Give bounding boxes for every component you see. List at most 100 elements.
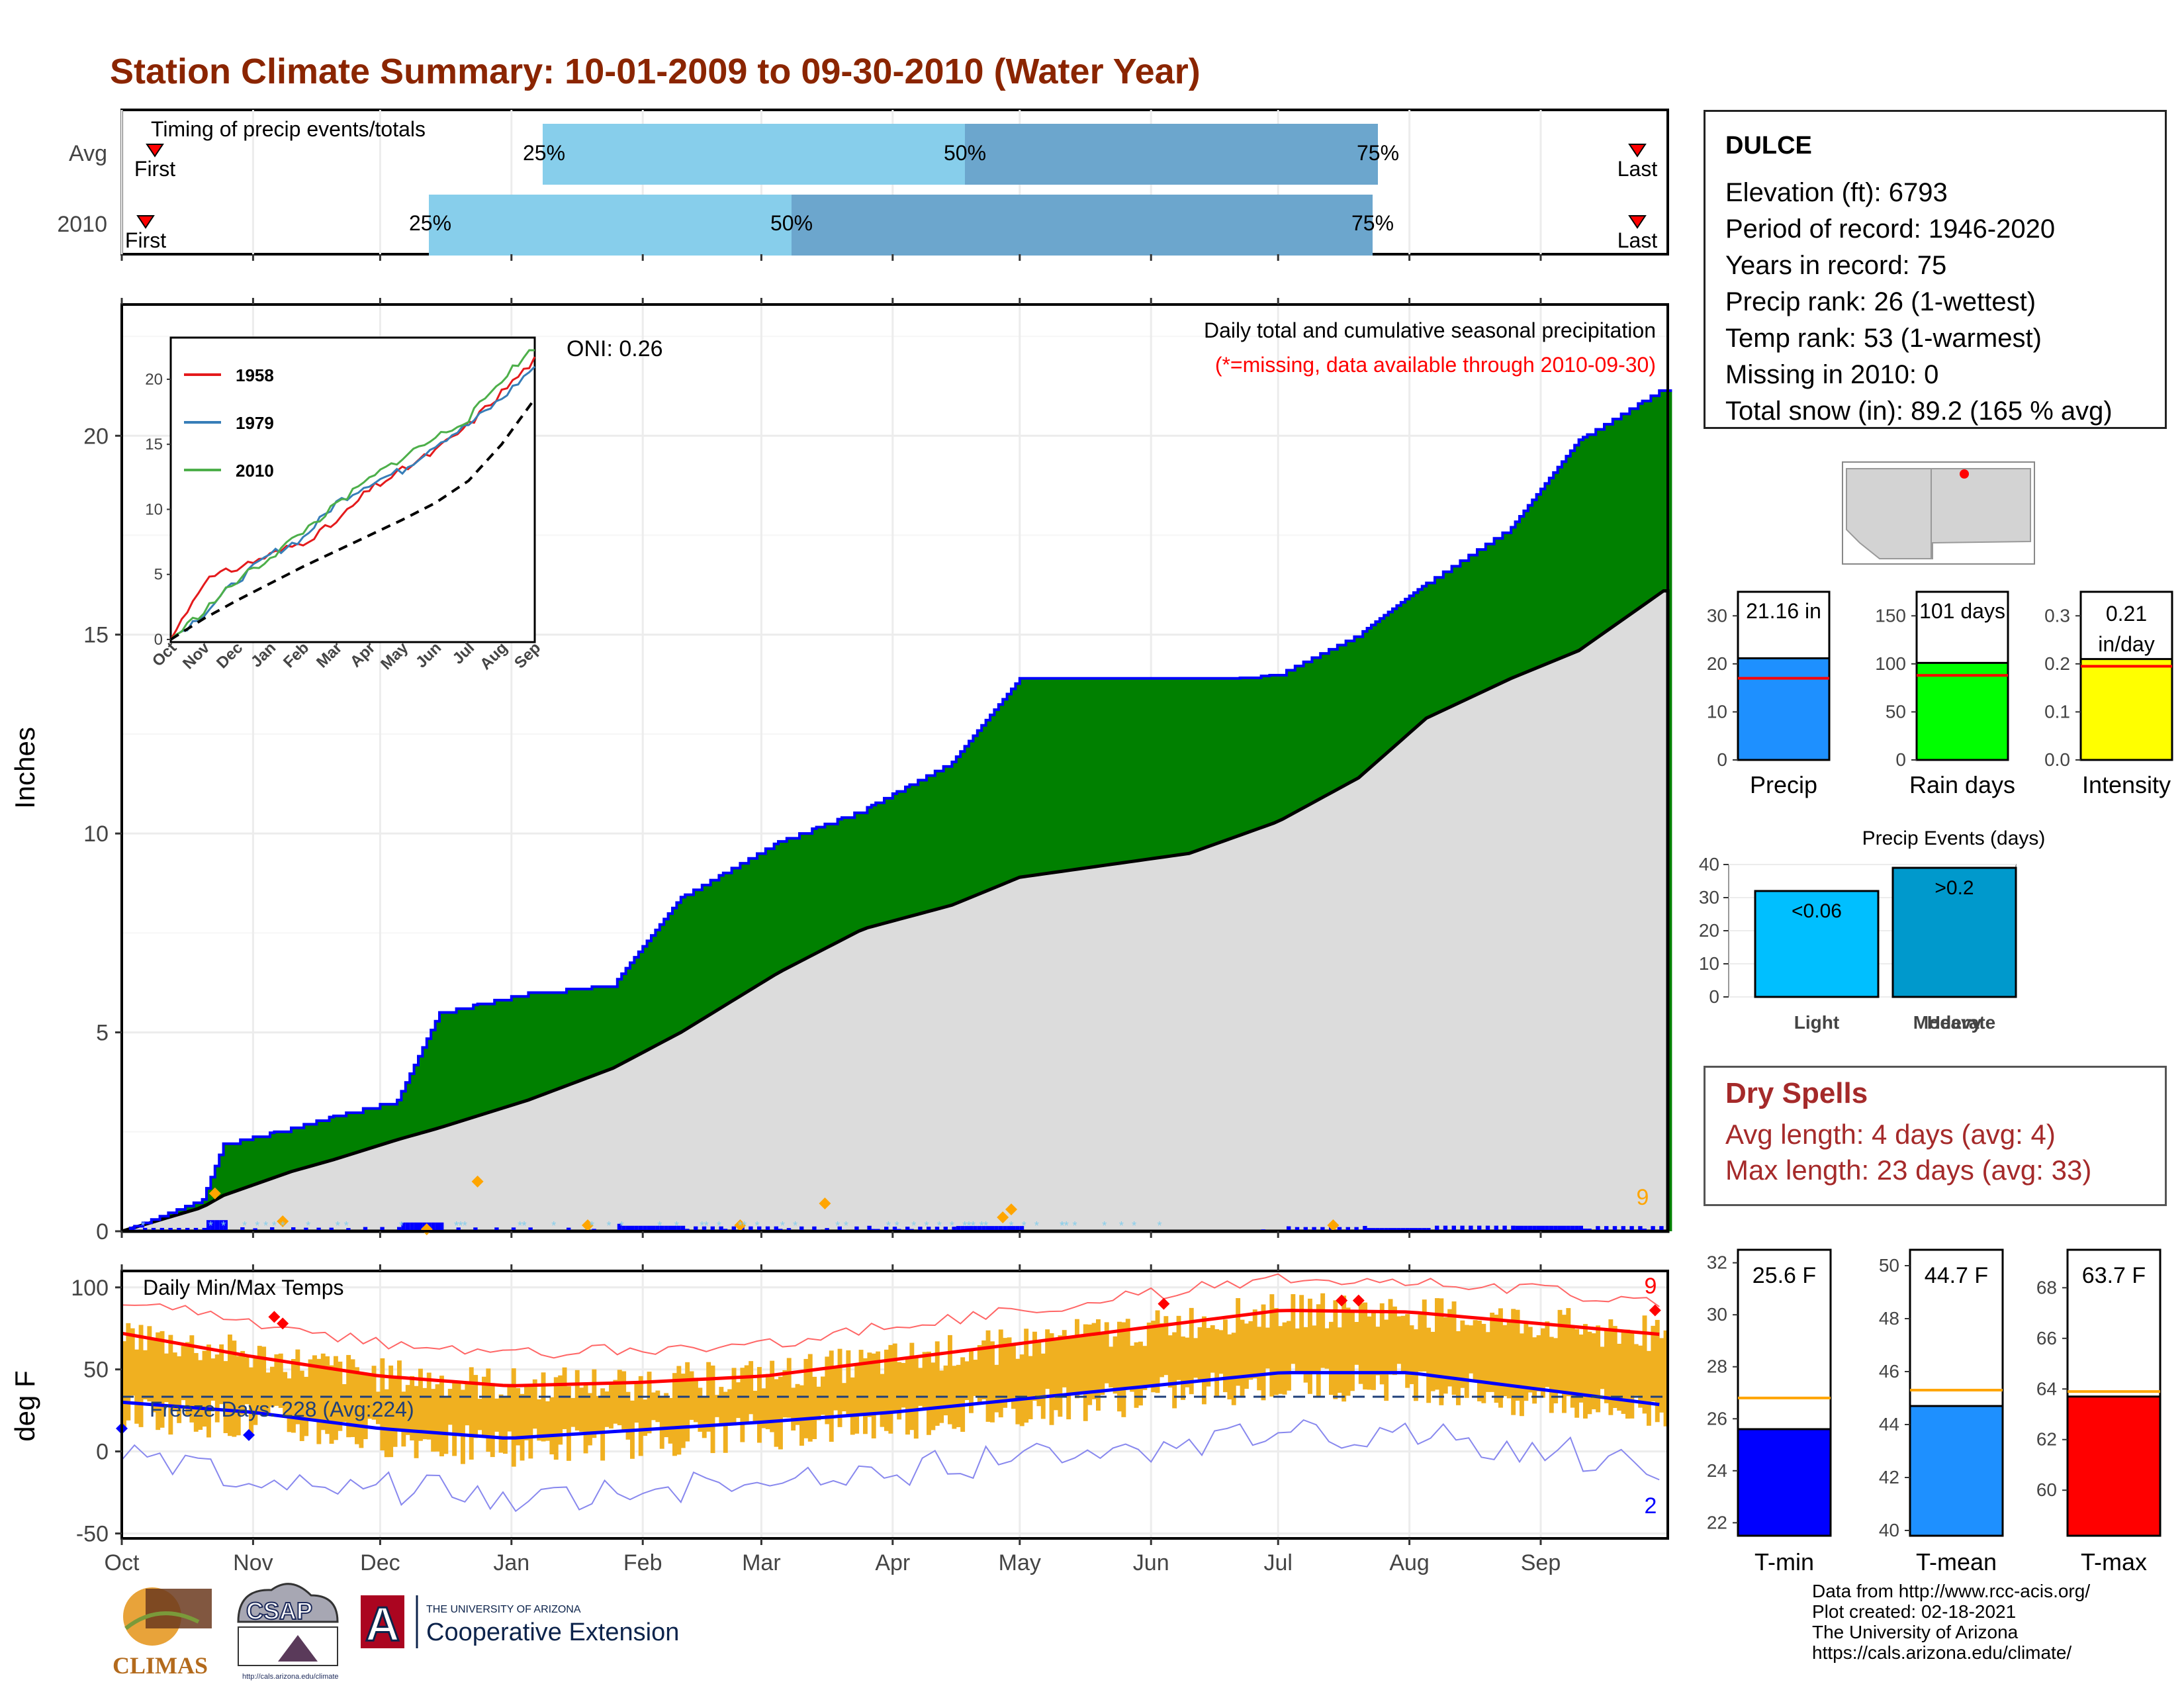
temp-range-bar	[1032, 1331, 1037, 1401]
temp-range-bar	[473, 1375, 478, 1438]
temp-range-bar	[558, 1375, 563, 1445]
temp-range-bar	[392, 1377, 398, 1447]
temp-range-bar	[422, 1387, 428, 1440]
temp-range-bar	[452, 1383, 457, 1456]
trace-marker: *	[590, 1219, 594, 1233]
temp-gauge-bar-0	[1737, 1428, 1832, 1537]
daily-precip-bar	[943, 1227, 948, 1231]
temp-range-bar	[1541, 1328, 1545, 1398]
daily-precip-bar	[680, 1225, 686, 1231]
temp-range-bar	[672, 1373, 677, 1456]
temp-gauge-tick-label: 24	[1707, 1460, 1727, 1481]
temp-range-bar	[490, 1383, 495, 1458]
daily-precip-bar	[719, 1226, 723, 1231]
trace-marker: *	[1064, 1219, 1069, 1233]
daily-precip-bar	[291, 1227, 296, 1231]
trace-marker: *	[971, 1219, 976, 1233]
temp-range-bar	[1109, 1346, 1114, 1387]
daily-precip-bar	[960, 1226, 965, 1231]
temp-range-bar	[854, 1363, 860, 1434]
trace-marker: *	[911, 1219, 916, 1233]
climas-text: CLIMAS	[113, 1652, 208, 1679]
month-label: May	[999, 1550, 1041, 1575]
trace-marker: *	[983, 1219, 988, 1233]
temp-range-bar	[1138, 1341, 1143, 1406]
temp-gauge-tick-label: 48	[1879, 1308, 1899, 1329]
gauge-bar-1	[1915, 661, 2009, 761]
daily-precip-bar	[905, 1227, 910, 1231]
trace-marker: *	[281, 1219, 285, 1233]
temp-range-bar	[151, 1338, 156, 1413]
temp-range-bar	[600, 1388, 606, 1461]
temp-range-bar	[1062, 1330, 1067, 1387]
snow-marker-icon	[1005, 1203, 1017, 1215]
temp-range-bar	[1049, 1333, 1054, 1425]
temp-range-bar	[1358, 1303, 1363, 1384]
snow-marker-icon	[1327, 1219, 1340, 1231]
temp-range-bar	[1498, 1308, 1503, 1408]
ua-block-icon	[361, 1595, 404, 1648]
temp-range-bar	[1633, 1344, 1639, 1396]
avg-last-label: Last	[1617, 157, 1658, 181]
temp-range-bar	[1527, 1327, 1533, 1393]
trace-marker: *	[454, 1219, 459, 1233]
temp-range-bar	[664, 1393, 669, 1438]
temp-range-bar	[964, 1361, 970, 1401]
temp-range-bar	[1621, 1329, 1626, 1414]
daily-precip-bar	[1295, 1227, 1300, 1231]
daily-precip-bar	[1566, 1225, 1570, 1231]
temp-range-bar	[1172, 1332, 1177, 1409]
trace-marker: *	[1157, 1219, 1161, 1233]
temp-range-bar	[952, 1366, 957, 1429]
gauge-bar-2	[2079, 658, 2173, 761]
temp-range-bar	[1469, 1325, 1474, 1374]
daily-precip-bar	[304, 1227, 308, 1231]
temp-range-bar	[202, 1350, 207, 1427]
daily-precip-bar	[1621, 1226, 1625, 1231]
daily-precip-bar	[1409, 1228, 1414, 1231]
temp-range-bar	[931, 1362, 936, 1430]
temp-range-bar	[1520, 1333, 1524, 1417]
temp-ytick-label: -50	[76, 1522, 109, 1547]
daily-precip-bar	[1485, 1225, 1490, 1231]
daily-precip-bar	[1007, 1226, 1011, 1231]
y2010-50-label: 50%	[770, 211, 813, 235]
temp-range-bar	[960, 1357, 966, 1432]
trace-marker: *	[704, 1219, 709, 1233]
temp-range-bar	[1371, 1311, 1376, 1390]
temp-range-bar	[1515, 1309, 1520, 1401]
temp-range-bar	[1400, 1315, 1406, 1374]
daily-precip-bar	[380, 1227, 385, 1231]
precip-y-axis: 0 5 10 15 20	[83, 298, 1542, 1244]
temp-range-bar	[278, 1353, 283, 1408]
temp-range-bar	[786, 1358, 792, 1418]
gauge-label: Precip	[1750, 771, 1817, 798]
daily-precip-bar	[668, 1225, 672, 1231]
daily-precip-bar	[1435, 1225, 1439, 1231]
temp-range-bar	[1350, 1311, 1355, 1391]
trace-marker: *	[657, 1219, 662, 1233]
timing-bar-q1-1	[429, 195, 792, 256]
temp-range-bar	[1308, 1298, 1312, 1394]
trace-marker: *	[1102, 1219, 1107, 1233]
temp-range-bar	[574, 1370, 580, 1431]
temp-range-bar	[1587, 1331, 1592, 1415]
temp-range-bar	[1121, 1322, 1126, 1417]
events-tick-label: 10	[1699, 953, 1719, 974]
daily-precip-bar	[1367, 1228, 1371, 1231]
temp-range-bar	[613, 1380, 618, 1424]
timing-triangle-marker	[1628, 144, 1647, 158]
daily-precip-bar	[1545, 1225, 1549, 1231]
temp-range-bar	[698, 1387, 703, 1432]
temp-range-bar	[596, 1395, 601, 1432]
temp-range-bar	[1464, 1325, 1469, 1398]
daily-precip-bar	[1400, 1228, 1406, 1231]
temp-range-bar	[1007, 1337, 1012, 1399]
temp-range-bar	[740, 1368, 745, 1442]
trace-marker: *	[1009, 1219, 1013, 1233]
csap-logo: CSAP http://cals.arizona.edu/climate	[237, 1583, 339, 1681]
precip-ytick-label: 20	[83, 424, 109, 449]
temp-range-bars	[122, 1293, 1668, 1467]
temp-range-bar	[541, 1372, 546, 1442]
